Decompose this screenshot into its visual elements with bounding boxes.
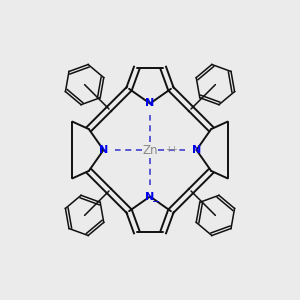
Text: N: N (192, 145, 201, 155)
Text: N: N (99, 145, 108, 155)
Text: −: − (152, 197, 160, 207)
Text: N: N (146, 191, 154, 202)
Text: Zn: Zn (142, 143, 158, 157)
Text: ++: ++ (166, 145, 178, 154)
Text: N: N (146, 98, 154, 109)
